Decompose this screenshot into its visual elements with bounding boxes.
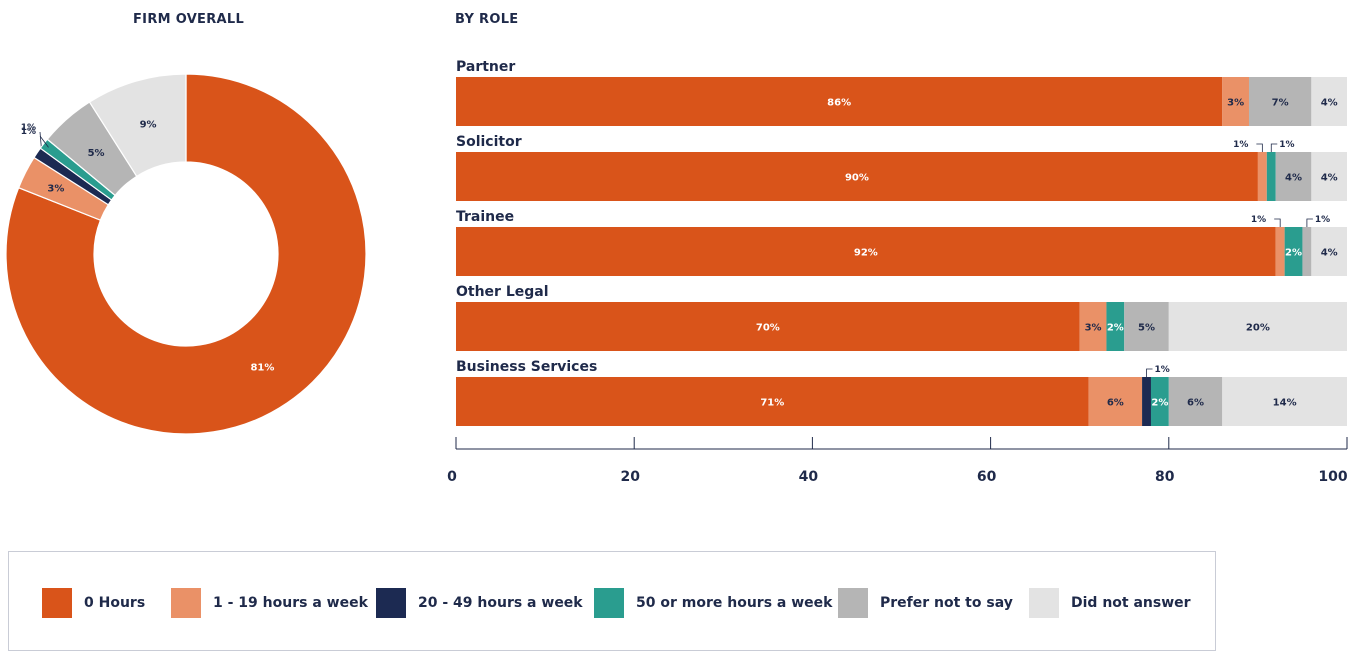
legend-item: 50 or more hours a week bbox=[594, 588, 832, 618]
bar-value-label: 86% bbox=[827, 98, 851, 109]
bar-segment-50-or-more-hours-a-week bbox=[1266, 152, 1276, 201]
bar-segment-50-or-more-hours-a-week bbox=[1150, 377, 1169, 426]
bar-segment-1-19-hours-a-week bbox=[1257, 152, 1267, 201]
donut-slice-label: 81% bbox=[250, 362, 274, 373]
legend-swatch bbox=[594, 588, 624, 618]
bar-segment-0-hours bbox=[456, 302, 1080, 351]
bar-segment-1-19-hours-a-week bbox=[1088, 377, 1143, 426]
donut-slice-0-hours bbox=[5, 73, 367, 435]
bar-value-label: 7% bbox=[1272, 98, 1289, 109]
bar-value-label: 20% bbox=[1246, 323, 1270, 334]
bar-value-label: 1% bbox=[1155, 365, 1170, 375]
x-axis-tick-label: 40 bbox=[799, 469, 819, 485]
bar-segment-50-or-more-hours-a-week bbox=[1284, 227, 1303, 276]
bar-callout-line bbox=[1306, 218, 1313, 227]
donut-slice-label: 5% bbox=[88, 148, 105, 159]
bar-segment-did-not-answer bbox=[1311, 152, 1347, 201]
legend-label: Did not answer bbox=[1071, 595, 1191, 611]
legend-label: Prefer not to say bbox=[880, 595, 1013, 611]
bar-value-label: 2% bbox=[1151, 398, 1168, 409]
legend-label: 1 - 19 hours a week bbox=[213, 595, 368, 611]
bar-value-label: 1% bbox=[1251, 215, 1266, 225]
bar-value-label: 4% bbox=[1285, 173, 1302, 184]
bar-category-label: Trainee bbox=[456, 209, 514, 225]
bar-segment-1-19-hours-a-week bbox=[1222, 77, 1249, 126]
legend-label: 50 or more hours a week bbox=[636, 595, 833, 611]
bar-value-label: 71% bbox=[760, 398, 784, 409]
bar-segment-did-not-answer bbox=[1222, 377, 1347, 426]
bar-value-label: 1% bbox=[1315, 215, 1330, 225]
bar-segment-0-hours bbox=[456, 377, 1089, 426]
x-axis-tick-label: 100 bbox=[1318, 469, 1347, 485]
donut-chart-title: FIRM OVERALL bbox=[133, 12, 245, 27]
bar-segment-0-hours bbox=[456, 227, 1276, 276]
bar-segment-did-not-answer bbox=[1311, 227, 1347, 276]
legend-swatch bbox=[1029, 588, 1059, 618]
bar-value-label: 5% bbox=[1138, 323, 1155, 334]
donut-slice-label: 1% bbox=[21, 123, 36, 133]
bar-segment-20-49-hours-a-week bbox=[1142, 377, 1151, 426]
bar-callout-line bbox=[1274, 218, 1281, 227]
bar-segment-prefer-not-to-say bbox=[1302, 227, 1312, 276]
bar-value-label: 1% bbox=[1279, 140, 1294, 150]
bar-callout-line bbox=[1270, 143, 1278, 152]
bar-callout-line bbox=[1146, 368, 1153, 377]
bar-segment-prefer-not-to-say bbox=[1275, 152, 1312, 201]
donut-slice-did-not-answer bbox=[88, 73, 187, 178]
legend-item: 1 - 19 hours a week bbox=[171, 588, 368, 618]
bar-segment-1-19-hours-a-week bbox=[1079, 302, 1107, 351]
bar-value-label: 6% bbox=[1187, 398, 1204, 409]
bar-value-label: 3% bbox=[1227, 98, 1244, 109]
bar-segment-0-hours bbox=[456, 152, 1258, 201]
bar-value-label: 3% bbox=[1085, 323, 1102, 334]
legend-swatch bbox=[171, 588, 201, 618]
bar-chart-title: BY ROLE bbox=[455, 12, 519, 27]
bar-value-label: 4% bbox=[1321, 98, 1338, 109]
legend-swatch bbox=[42, 588, 72, 618]
donut-chart: 81% 3% 1%1% 5% 9% bbox=[5, 73, 367, 435]
legend-label: 20 - 49 hours a week bbox=[418, 595, 583, 611]
bar-value-label: 4% bbox=[1321, 173, 1338, 184]
bar-segment-1-19-hours-a-week bbox=[1275, 227, 1285, 276]
bar-segment-did-not-answer bbox=[1311, 77, 1347, 126]
bar-segment-prefer-not-to-say bbox=[1248, 77, 1312, 126]
bar-value-label: 14% bbox=[1273, 398, 1297, 409]
x-axis-tick-label: 0 bbox=[447, 469, 457, 485]
bar-segment-50-or-more-hours-a-week bbox=[1106, 302, 1125, 351]
bar-category-label: Partner bbox=[456, 59, 515, 75]
bar-segment-0-hours bbox=[456, 77, 1223, 126]
legend-swatch bbox=[376, 588, 406, 618]
bar-value-label: 92% bbox=[854, 248, 878, 259]
legend-item: Did not answer bbox=[1029, 588, 1191, 618]
donut-slice-label: 1% bbox=[21, 127, 36, 137]
x-axis-tick-label: 60 bbox=[977, 469, 997, 485]
bar-value-label: 2% bbox=[1285, 248, 1302, 259]
legend-item: Prefer not to say bbox=[838, 588, 1013, 618]
x-axis-tick-label: 80 bbox=[1155, 469, 1175, 485]
bar-value-label: 70% bbox=[756, 323, 780, 334]
bar-segment-did-not-answer bbox=[1168, 302, 1347, 351]
legend-item: 0 Hours bbox=[42, 588, 145, 618]
bar-category-label: Business Services bbox=[456, 359, 597, 375]
bar-value-label: 1% bbox=[1233, 140, 1248, 150]
legend-label: 0 Hours bbox=[84, 595, 146, 611]
donut-slice-label: 9% bbox=[140, 119, 157, 130]
bar-value-label: 6% bbox=[1107, 398, 1124, 409]
bar-value-label: 4% bbox=[1321, 248, 1338, 259]
bar-callout-line bbox=[1256, 143, 1263, 152]
bar-value-label: 2% bbox=[1107, 323, 1124, 334]
x-axis-tick-label: 20 bbox=[620, 469, 640, 485]
bar-segment-prefer-not-to-say bbox=[1168, 377, 1223, 426]
bar-category-label: Solicitor bbox=[456, 134, 522, 150]
legend-swatch bbox=[838, 588, 868, 618]
bar-value-label: 90% bbox=[845, 173, 869, 184]
stacked-bar-chart: Partner 86% 3% 7% 4% Solicitor 90% 4% 4% 1% 1% Trai… bbox=[447, 59, 1348, 485]
bar-category-label: Other Legal bbox=[456, 284, 549, 300]
bar-segment-prefer-not-to-say bbox=[1124, 302, 1169, 351]
legend: 0 Hours 1 - 19 hours a week 20 - 49 hours … bbox=[8, 551, 1216, 651]
legend-item: 20 - 49 hours a week bbox=[376, 588, 583, 618]
donut-leader-line bbox=[39, 135, 49, 148]
donut-slice-label: 3% bbox=[47, 184, 64, 195]
